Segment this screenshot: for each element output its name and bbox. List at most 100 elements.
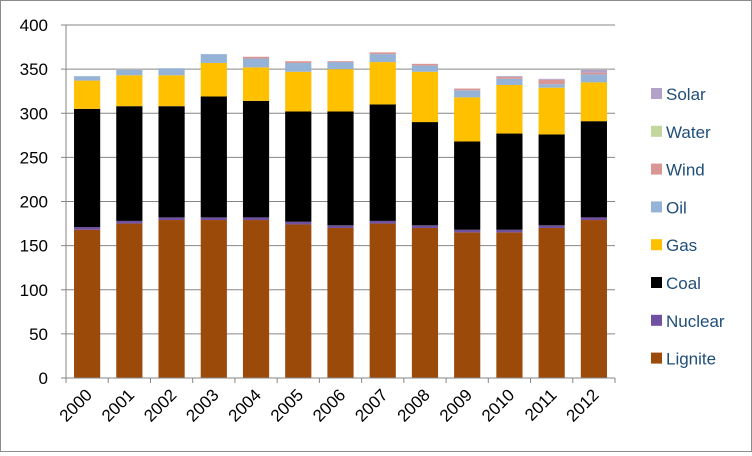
x-tick-label: 2011 [521,385,560,424]
y-tick-label: 300 [20,104,48,123]
legend-label: Nuclear [666,312,725,331]
legend-swatch [651,352,662,364]
bar-segment-nuclear-2004 [242,217,270,221]
bar-segment-coal-2002 [158,106,185,218]
bar-segment-nuclear-2002 [158,217,185,221]
bar-segment-nuclear-2011 [538,225,565,228]
bar-segment-coal-2008 [411,122,439,226]
legend-label: Lignite [666,350,716,369]
bar-segment-lignite-2004 [242,220,270,378]
x-tick-label: 2010 [478,385,518,425]
bar-segment-oil-2002 [158,68,185,76]
legend-label: Coal [666,274,701,293]
x-tick-label: 2003 [182,385,222,425]
bar-segment-wind-2006 [327,61,354,63]
bar-segment-coal-2000 [74,108,101,228]
bar-segment-lignite-2008 [411,227,439,378]
bars [74,52,607,378]
bar-segment-coal-2010 [496,133,523,230]
bar-segment-nuclear-2006 [327,225,354,228]
bar-segment-gas-2007 [369,62,396,105]
bar-segment-oil-2004 [242,58,270,68]
bar-segment-oil-2011 [538,84,565,88]
bar-segment-lignite-2002 [158,220,185,378]
legend-item-oil: Oil [651,198,687,217]
bar-segment-nuclear-2001 [116,220,143,224]
bar-segment-nuclear-2003 [200,217,227,221]
bar-segment-coal-2005 [285,111,312,222]
bar-segment-nuclear-2005 [285,221,312,225]
legend-swatch [651,314,662,326]
legend-item-lignite: Lignite [651,350,716,369]
bar-segment-lignite-2007 [369,223,396,378]
bar-segment-gas-2010 [496,85,523,134]
bar-segment-gas-2000 [74,80,101,109]
legend-swatch [651,88,662,99]
bar-segment-lignite-2010 [496,232,523,378]
y-tick-label: 200 [20,193,48,212]
bar-segment-oil-2008 [411,65,439,72]
y-tick-label: 0 [39,369,48,388]
bar-segment-coal-2009 [454,141,481,230]
bar-segment-oil-2006 [327,62,354,70]
legend-item-gas: Gas [651,236,697,255]
legend-item-water: Water [651,123,711,142]
y-tick-label: 150 [20,237,48,256]
legend-swatch [651,163,662,175]
bar-segment-oil-2003 [200,54,227,63]
bar-segment-lignite-2001 [116,223,143,378]
bar-segment-oil-2010 [496,78,523,86]
x-tick-label: 2008 [394,385,434,425]
bar-segment-wind-2008 [411,63,439,66]
bar-segment-lignite-2012 [580,220,607,378]
legend-label: Water [666,123,711,142]
bar-segment-oil-2009 [454,90,481,98]
bar-segment-nuclear-2010 [496,229,523,233]
legend-swatch [651,201,662,213]
bar-segment-wind-2012 [580,72,607,75]
bar-segment-wind-2009 [454,88,481,91]
bar-segment-nuclear-2007 [369,220,396,224]
bar-segment-gas-2005 [285,71,312,112]
bar-segment-lignite-2011 [538,227,565,378]
y-tick-label: 400 [20,16,48,35]
bar-segment-coal-2001 [116,106,143,221]
y-tick-label: 50 [29,325,48,344]
x-tick-label: 2000 [56,385,96,425]
bar-segment-gas-2001 [116,75,143,107]
x-tick-label: 2007 [351,385,391,425]
legend: Solar Water Wind Oil Gas Coal Nuclear Lignite [651,85,725,369]
y-tick-label: 350 [20,60,48,79]
bar-segment-gas-2006 [327,69,354,112]
bar-segment-solar-2012 [580,70,607,73]
legend-swatch [651,239,662,251]
bar-segment-lignite-2003 [200,220,227,378]
bar-segment-gas-2012 [580,82,607,122]
bar-segment-wind-2005 [285,61,312,63]
y-tick-label: 250 [20,148,48,167]
bar-segment-lignite-2006 [327,227,354,378]
bar-segment-wind-2007 [369,52,396,55]
bar-segment-oil-2001 [116,70,143,76]
x-tick-label: 2009 [436,385,476,425]
x-tick-label: 2006 [309,385,349,425]
bar-segment-oil-2000 [74,76,101,81]
bar-segment-oil-2012 [580,74,607,83]
legend-swatch [651,277,662,288]
axes: 0 50 100 150 200 250 300 350 400 2000 2001 2002 2003… [20,16,616,426]
legend-item-solar: Solar [651,85,706,104]
bar-segment-wind-2011 [538,79,565,85]
bar-segment-nuclear-2012 [580,217,607,221]
x-tick-label: 2012 [563,385,603,425]
bar-segment-solar-2011 [538,78,565,80]
y-tick-label: 100 [20,281,48,300]
bar-segment-lignite-2005 [285,224,312,378]
bar-segment-gas-2009 [454,97,481,142]
bar-segment-nuclear-2009 [454,229,481,233]
bar-segment-nuclear-2000 [74,227,101,230]
bar-segment-coal-2007 [369,104,396,221]
bar-segment-gas-2004 [242,67,270,101]
bar-segment-gas-2011 [538,87,565,135]
bar-segment-oil-2005 [285,62,312,72]
